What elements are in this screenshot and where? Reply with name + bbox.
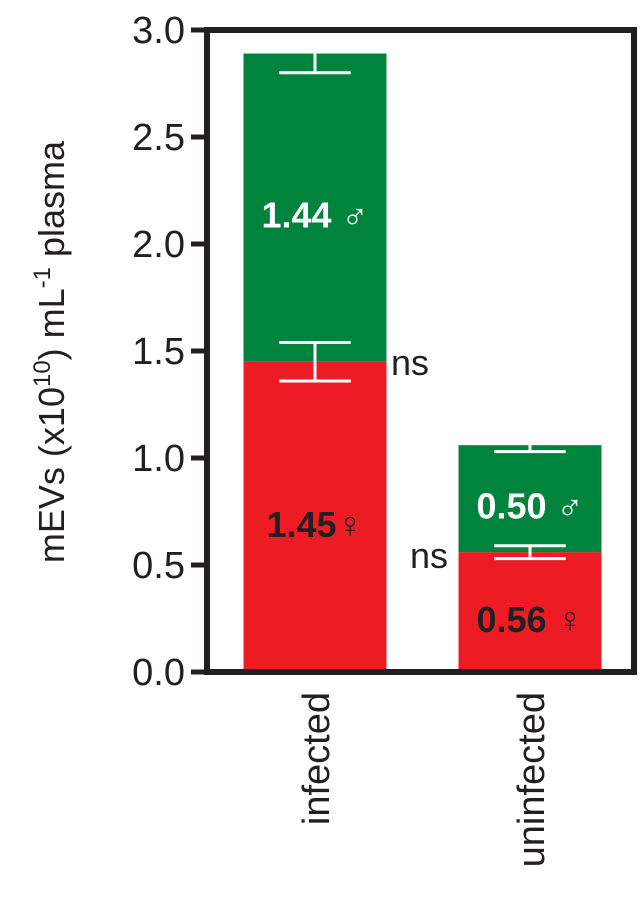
y-axis-title: mEVs (x1010) mL-1 plasma [29, 140, 72, 563]
y-tick-label: 0.0 [132, 652, 185, 694]
significance-label: ns [410, 535, 448, 576]
y-axis-title-sup1: 10 [29, 360, 56, 387]
y-tick-label: 0.5 [132, 545, 185, 587]
bar-segment-uninfected-1 [458, 445, 602, 553]
bar-value-label: 1.45♀ [266, 504, 363, 545]
x-tick-label-uninfected: uninfected [511, 692, 553, 867]
bar-value-label: 0.50 ♂ [476, 486, 583, 527]
x-tick-label-infected: infected [296, 692, 338, 825]
y-tick-label: 2.0 [132, 224, 185, 266]
significance-label: ns [391, 342, 429, 383]
y-axis-title-part2: ) mL [31, 288, 72, 360]
bar-segment-uninfected-0 [458, 552, 602, 672]
y-tick-label: 1.5 [132, 331, 185, 373]
bar-segment-infected-0 [243, 361, 387, 672]
y-tick-label: 2.5 [132, 117, 185, 159]
y-tick-label: 1.0 [132, 438, 185, 480]
bar-value-label: 1.44 ♂ [261, 195, 368, 236]
y-axis-title-part1: mEVs (x10 [31, 387, 72, 563]
plot-frame [204, 27, 637, 675]
y-tick-label: 3.0 [132, 10, 185, 52]
y-axis-title-part3: plasma [31, 140, 72, 267]
bar-value-label: 0.56 ♀ [476, 599, 583, 640]
y-axis-title-sup2: -1 [29, 267, 56, 288]
bar-segment-infected-1 [243, 53, 387, 362]
